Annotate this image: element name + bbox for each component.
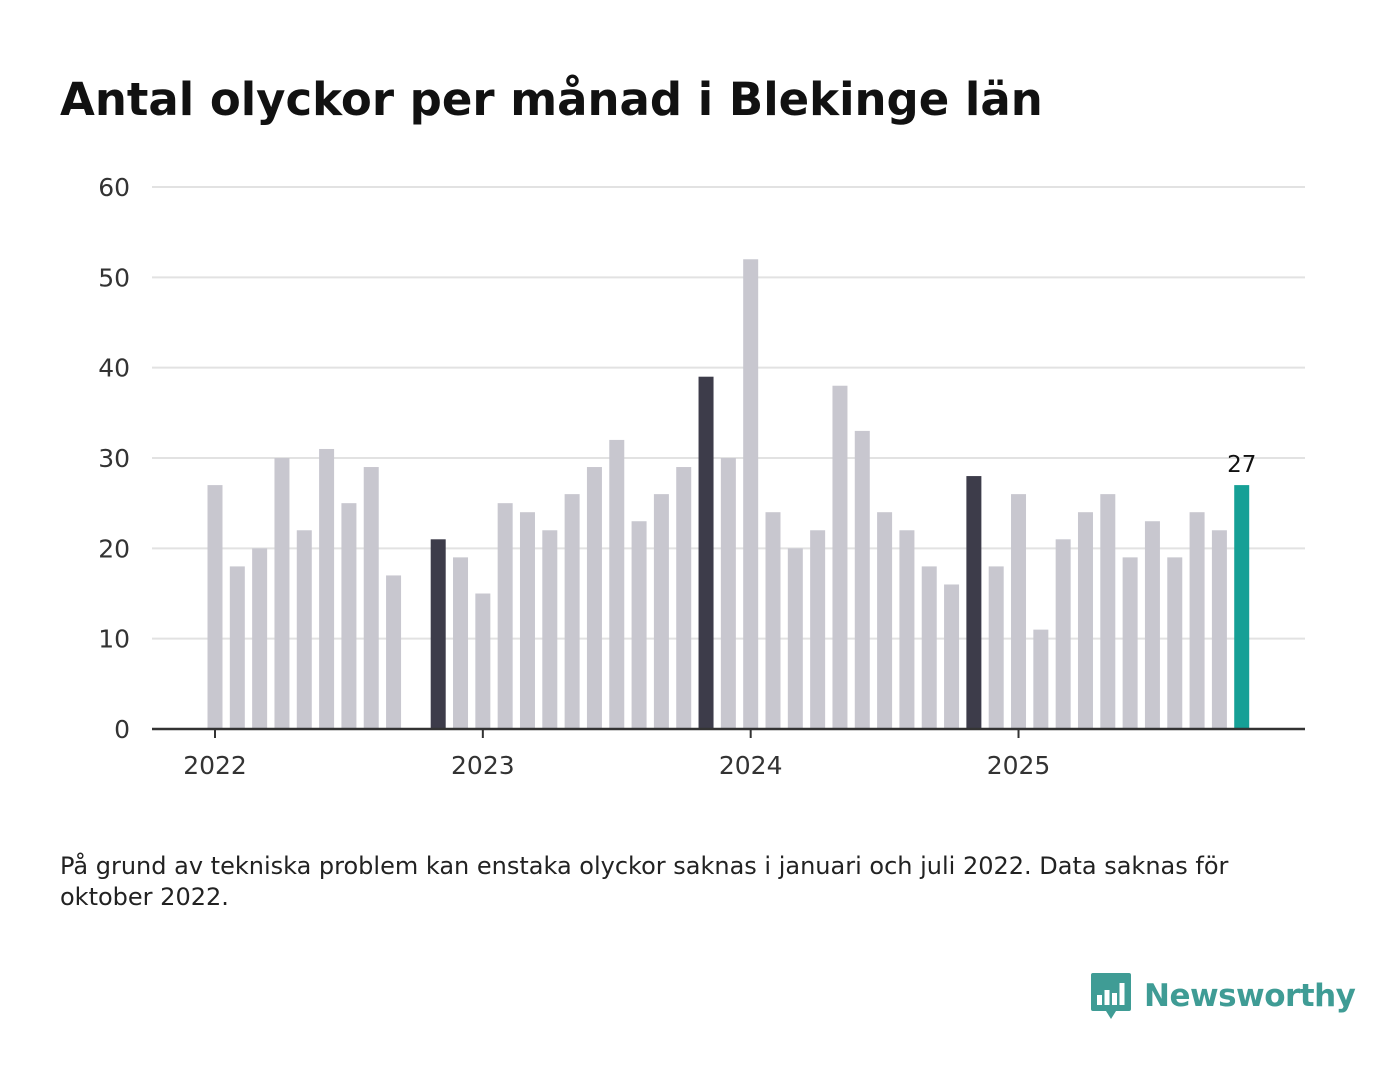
bars	[207, 259, 1250, 729]
y-tick-label: 40	[98, 354, 130, 383]
bar-2022-05	[296, 530, 312, 729]
y-tick-label: 10	[98, 625, 130, 654]
y-tick-label: 30	[98, 444, 130, 473]
bar-2025-03	[1055, 539, 1071, 729]
bar-2024-03	[787, 548, 803, 729]
bar-2022-12	[453, 557, 469, 729]
bar-2025-01	[1011, 494, 1027, 729]
bar-2022-09	[386, 575, 402, 729]
bar-2023-01	[475, 593, 491, 729]
bar-2023-11	[698, 376, 714, 729]
bar-2023-05	[564, 494, 580, 729]
bar-2025-05	[1100, 494, 1116, 729]
bar-2024-05	[832, 385, 848, 729]
bar-2023-10	[676, 467, 692, 729]
bar-2025-07	[1144, 521, 1160, 729]
bar-2023-09	[653, 494, 669, 729]
chart-title: Antal olyckor per månad i Blekinge län	[60, 73, 1043, 126]
bar-2023-02	[497, 503, 513, 729]
bar-2025-10	[1211, 530, 1227, 729]
bar-2023-04	[542, 530, 558, 729]
bar-2024-07	[877, 512, 893, 729]
bar-2022-01	[207, 485, 223, 729]
bar-2022-02	[229, 566, 245, 729]
y-tick-label: 50	[98, 263, 130, 292]
brand-name: Newsworthy	[1144, 978, 1356, 1014]
x-tick-label: 2022	[183, 751, 247, 780]
brand-logo: Newsworthy	[1090, 970, 1356, 1022]
y-tick-label: 20	[98, 534, 130, 563]
x-tick-label: 2024	[719, 751, 783, 780]
bar-2025-11	[1234, 485, 1250, 729]
bar-2025-02	[1033, 629, 1049, 729]
bar-2023-06	[586, 467, 602, 729]
bar-2022-11	[430, 539, 446, 729]
x-tick-label: 2025	[987, 751, 1051, 780]
data-label: 27	[1227, 452, 1256, 478]
bar-2024-10	[944, 584, 960, 729]
y-tick-label: 60	[98, 173, 130, 202]
bar-2022-06	[319, 448, 335, 729]
bar-2024-11	[966, 476, 982, 729]
bar-2023-03	[519, 512, 535, 729]
footnote: På grund av tekniska problem kan enstaka…	[60, 852, 1229, 911]
x-axis	[152, 727, 1305, 738]
bar-2025-08	[1167, 557, 1183, 729]
bar-2025-09	[1189, 512, 1205, 729]
bar-2024-04	[810, 530, 826, 729]
labels: 0 10 20 30 40 50 60 2022 2023 2024 2025 27	[98, 173, 1256, 780]
bar-2023-08	[631, 521, 647, 729]
bar-2025-04	[1077, 512, 1093, 729]
bar-2024-09	[921, 566, 937, 729]
bar-2022-08	[363, 467, 379, 729]
bar-2023-12	[720, 458, 736, 729]
y-tick-label: 0	[114, 715, 130, 744]
bar-2025-06	[1122, 557, 1138, 729]
bar-2024-06	[854, 430, 870, 729]
bar-2024-12	[988, 566, 1004, 729]
bar-2024-08	[899, 530, 915, 729]
bar-2023-07	[609, 439, 625, 729]
bar-2024-02	[765, 512, 781, 729]
x-tick-label: 2023	[451, 751, 515, 780]
bar-2024-01	[743, 259, 759, 729]
bar-chart-speech-bubble-icon	[1091, 973, 1131, 1019]
bar-2022-07	[341, 503, 357, 729]
bar-2022-03	[252, 548, 268, 729]
bar-2022-04	[274, 458, 290, 729]
